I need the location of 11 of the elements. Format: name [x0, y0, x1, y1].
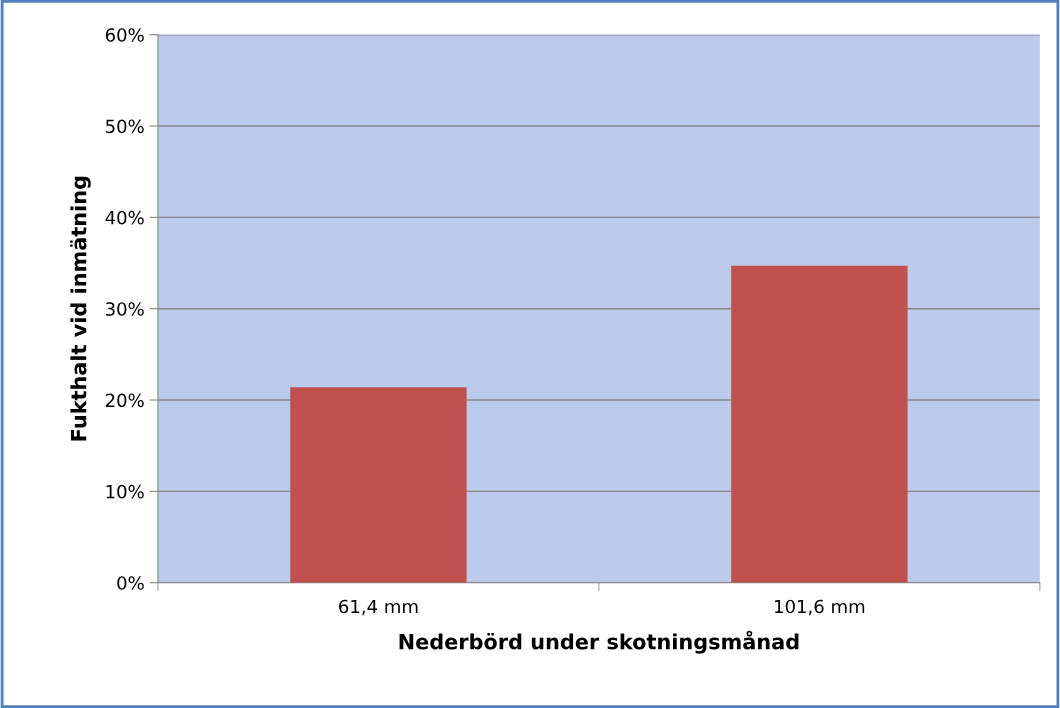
- x-tick-label: 61,4 mm: [339, 599, 418, 616]
- y-tick-label: 50%: [106, 119, 144, 134]
- x-tick-label: 101,6 mm: [775, 599, 865, 616]
- y-tick-label: 10%: [106, 484, 144, 499]
- y-tick-label: 40%: [105, 210, 144, 225]
- x-axis-title: Nederbörd under skotningsmånad: [399, 630, 799, 654]
- y-tick-label: 20%: [105, 393, 144, 408]
- y-tick-label: 30%: [105, 302, 144, 316]
- y-axis-title: Fukthalt vid inmätning: [70, 176, 91, 441]
- y-tick-label: 60%: [105, 28, 144, 42]
- y-tick-label: 0%: [117, 576, 144, 590]
